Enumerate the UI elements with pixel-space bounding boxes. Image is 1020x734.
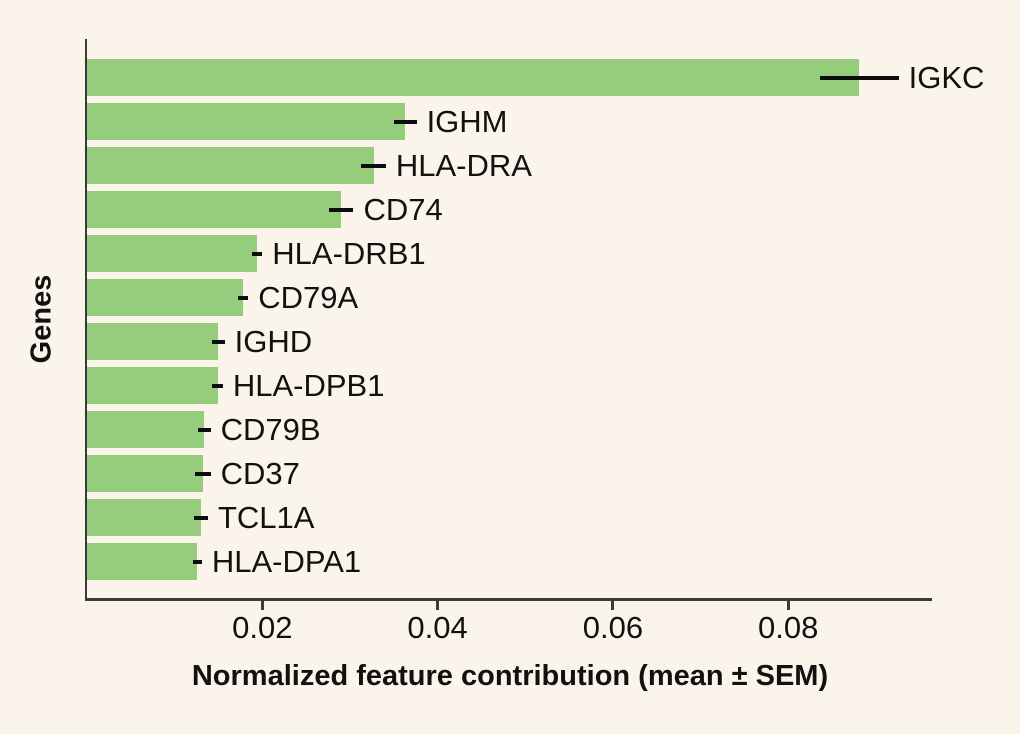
error-bar-hla-dpb1 <box>212 383 223 388</box>
bar-cd37 <box>87 455 203 492</box>
bar-label-hla-dpb1: HLA-DPB1 <box>232 368 385 403</box>
y-axis-title: Genes <box>25 274 58 364</box>
bar-ighm <box>87 103 406 140</box>
bar-tcl1a <box>87 499 201 536</box>
bar-cd79b <box>87 411 205 448</box>
error-bar-cd79a <box>237 295 249 300</box>
plot-area: IGKC IGHM HLA-DRA CD74 HLA-DRB1 CD79A IGHD HLA-… <box>87 40 984 598</box>
error-bar-igkc <box>819 75 899 80</box>
x-tick-label: 0.02 <box>232 610 293 645</box>
x-tick-label: 0.08 <box>758 610 819 645</box>
x-tick-mark <box>611 600 615 610</box>
bar-cd74 <box>87 191 342 228</box>
bar-hla-drb1 <box>87 235 258 272</box>
bar-label-cd74: CD74 <box>363 192 443 227</box>
bar-ighd <box>87 323 219 360</box>
error-bar-ighm <box>393 119 417 124</box>
bar-label-tcl1a: TCL1A <box>217 500 315 535</box>
y-axis-spine <box>84 39 87 601</box>
bar-hla-dra <box>87 147 374 184</box>
bar-label-igkc: IGKC <box>908 60 985 95</box>
bar-label-cd79b: CD79B <box>220 412 321 447</box>
bar-label-hla-dpa1: HLA-DPA1 <box>211 544 362 579</box>
bar-hla-dpb1 <box>87 367 218 404</box>
x-tick-mark <box>786 600 790 610</box>
bar-label-ighd: IGHD <box>234 324 313 359</box>
error-bar-ighd <box>212 339 225 344</box>
x-axis-title: Normalized feature contribution (mean ± … <box>191 660 829 692</box>
bar-igkc <box>87 59 860 96</box>
x-axis-spine <box>84 598 932 601</box>
x-tick-mark <box>436 600 440 610</box>
x-tick-mark <box>260 600 264 610</box>
bar-label-ighm: IGHM <box>426 104 508 139</box>
x-tick-label: 0.04 <box>407 610 468 645</box>
bar-label-cd79a: CD79A <box>258 280 359 315</box>
bar-label-hla-drb1: HLA-DRB1 <box>272 236 426 271</box>
error-bar-tcl1a <box>193 515 208 520</box>
error-bar-cd79b <box>198 427 211 432</box>
bar-cd79a <box>87 279 244 316</box>
error-bar-cd37 <box>194 471 211 476</box>
bar-hla-dpa1 <box>87 543 198 580</box>
error-bar-hla-dra <box>361 163 386 168</box>
bar-label-hla-dra: HLA-DRA <box>395 148 532 183</box>
error-bar-hla-drb1 <box>251 251 263 256</box>
x-tick-label: 0.06 <box>582 610 644 645</box>
error-bar-hla-dpa1 <box>193 559 202 564</box>
bar-label-cd37: CD37 <box>220 456 300 491</box>
error-bar-cd74 <box>328 207 354 212</box>
